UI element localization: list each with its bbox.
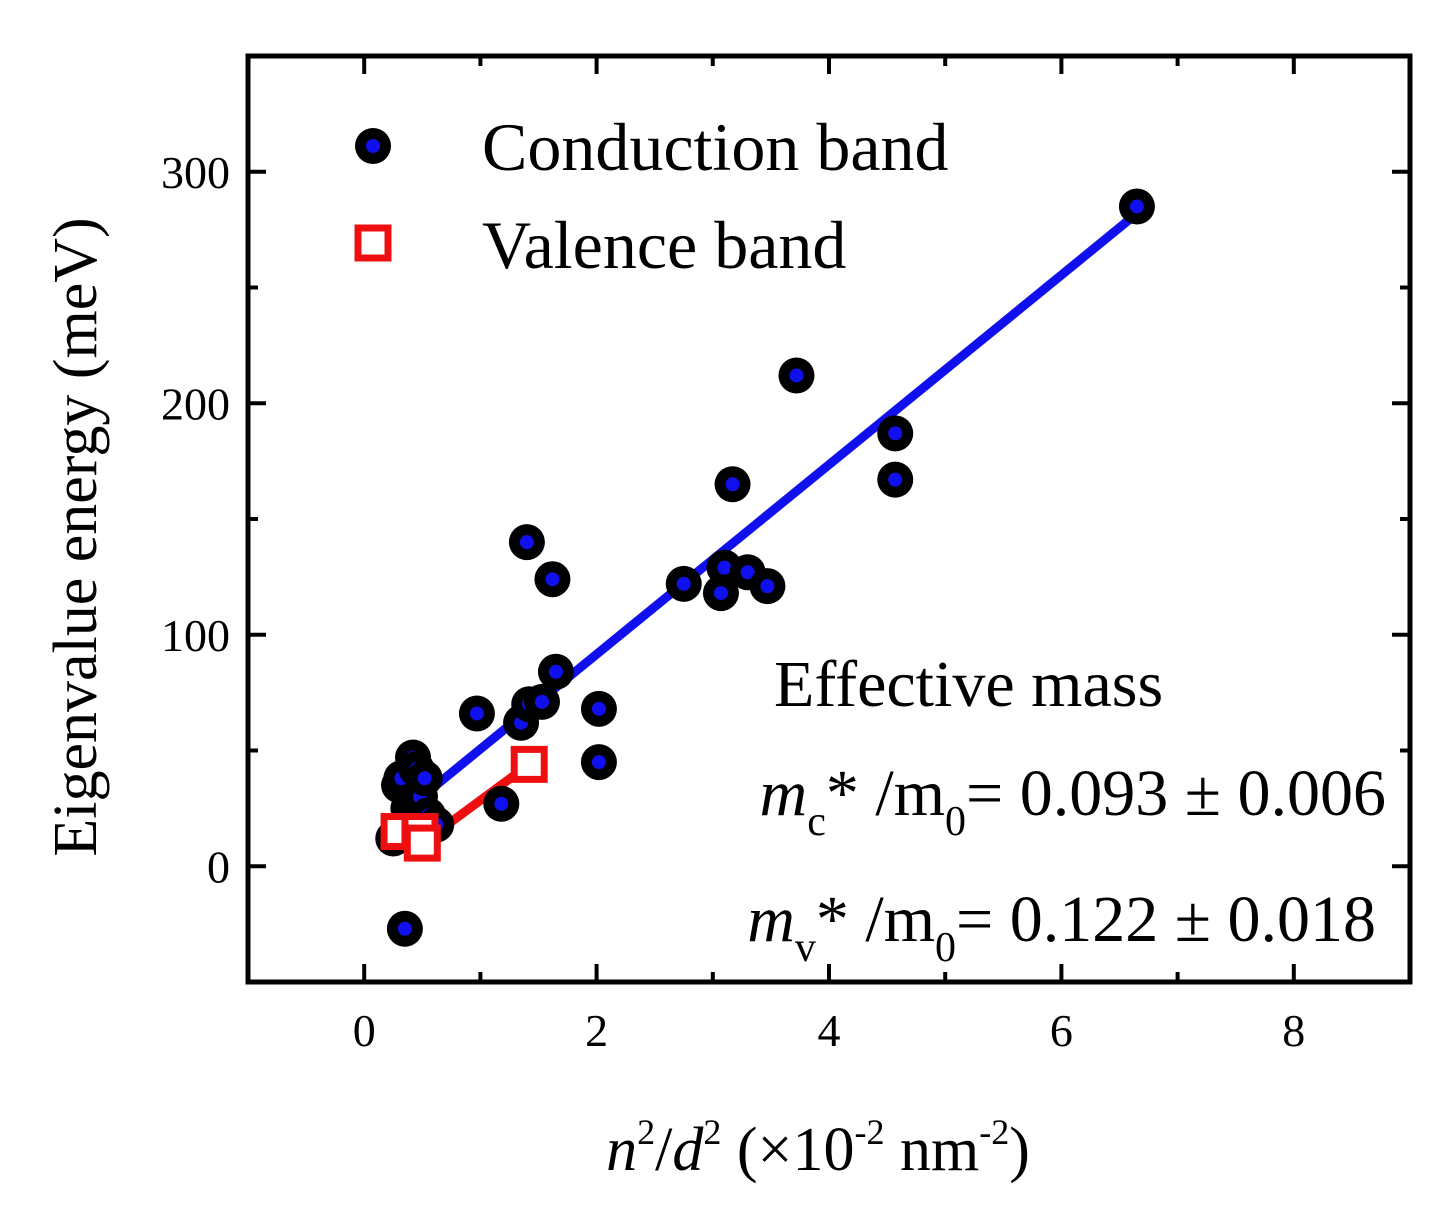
y-tick-label: 0 — [207, 841, 230, 892]
valence-point — [510, 745, 548, 783]
legend-label-valence: Valence band — [482, 207, 846, 283]
conduction-point — [778, 357, 815, 394]
data-points — [375, 188, 1155, 947]
annotation-title: Effective mass — [774, 648, 1163, 721]
effective-mass-annotation: Effective mass mc* /m0= 0.093 ± 0.006 mv… — [747, 648, 1386, 971]
conduction-point — [386, 910, 423, 947]
conduction-point — [523, 683, 560, 720]
legend-marker-valence — [354, 224, 392, 262]
conduction-point — [580, 690, 617, 727]
y-tick-label: 200 — [161, 378, 230, 429]
legend-marker-conduction — [355, 128, 391, 164]
conduction-point — [406, 760, 443, 797]
conduction-point — [749, 568, 786, 605]
annotation-mv: mv* /m0= 0.122 ± 0.018 — [747, 883, 1376, 971]
y-tick-label: 300 — [161, 147, 230, 198]
x-tick-label: 4 — [818, 1005, 841, 1056]
legend-label-conduction: Conduction band — [482, 109, 949, 185]
annotation-mc: mc* /m0= 0.093 ± 0.006 — [760, 757, 1386, 845]
fit-lines — [397, 209, 1140, 848]
conduction-point — [508, 524, 545, 561]
conduction-point — [534, 561, 571, 598]
y-axis: 0 100 200 300 — [161, 147, 1410, 892]
conduction-point — [877, 415, 914, 452]
conduction-point — [483, 785, 520, 822]
x-tick-label: 6 — [1050, 1005, 1073, 1056]
x-axis-title: n2/d2 (×10-2 nm-2) — [606, 1112, 1030, 1184]
conduction-point — [714, 466, 751, 503]
conduction-point — [537, 653, 574, 690]
conduction-point — [458, 695, 495, 732]
x-tick-label: 2 — [585, 1005, 608, 1056]
x-axis: 0 2 4 6 8 — [353, 56, 1305, 1056]
y-axis-title: Eigenvalue energy (meV) — [42, 217, 110, 856]
valence-point — [403, 824, 441, 862]
y-tick-label: 100 — [161, 610, 230, 661]
legend: Conduction band Valence band — [354, 109, 949, 283]
conduction-point — [1118, 188, 1155, 225]
x-tick-label: 8 — [1282, 1005, 1305, 1056]
conduction-point — [877, 461, 914, 498]
conduction-point — [665, 565, 702, 602]
x-tick-label: 0 — [353, 1005, 376, 1056]
conduction-point — [580, 744, 617, 781]
